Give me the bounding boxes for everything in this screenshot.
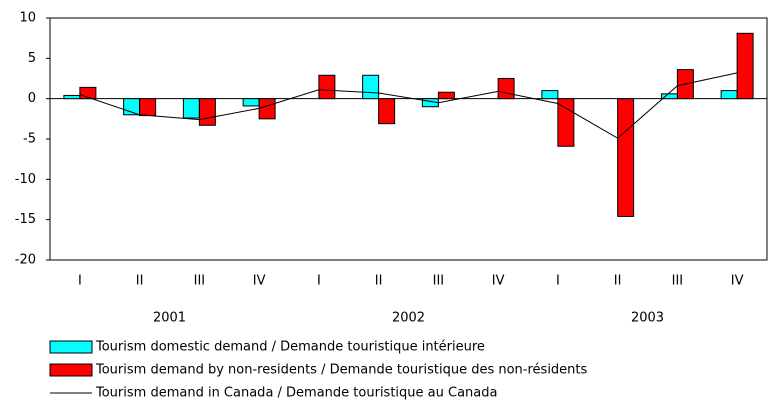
legend-swatch <box>49 340 93 354</box>
legend-label: Tourism demand in Canada / Demande touri… <box>95 386 497 401</box>
bar <box>557 98 575 147</box>
bar <box>242 98 260 107</box>
bar <box>63 94 81 100</box>
x-tick-label: I <box>556 274 560 289</box>
bar <box>378 98 396 125</box>
legend-label: Tourism demand by non-residents / Demand… <box>95 363 588 378</box>
y-tick-label: -10 <box>15 172 36 187</box>
bar <box>258 98 276 120</box>
x-tick-label: III <box>672 274 684 289</box>
x-tick-label: III <box>433 274 445 289</box>
bar <box>617 98 635 217</box>
y-tick-label: -15 <box>15 212 36 227</box>
bar <box>182 98 200 119</box>
bar <box>362 74 380 100</box>
bar <box>318 74 336 100</box>
x-tick-label: II <box>614 274 622 289</box>
y-tick-label: 0 <box>28 91 36 106</box>
bar <box>541 90 559 100</box>
x-tick-label: II <box>136 274 144 289</box>
y-tick-label: -20 <box>15 253 36 268</box>
line <box>79 72 738 139</box>
y-tick-label: 10 <box>19 11 36 26</box>
bar <box>437 91 455 100</box>
x-tick-label: IV <box>253 274 266 289</box>
legend-swatch <box>49 363 93 377</box>
group-label: 2003 <box>631 311 664 326</box>
group-label: 2001 <box>153 311 186 326</box>
bar <box>720 90 738 100</box>
x-tick-label: II <box>375 274 383 289</box>
y-tick-label: 5 <box>28 51 36 66</box>
bar <box>139 98 157 117</box>
x-tick-label: I <box>317 274 321 289</box>
x-tick-label: III <box>194 274 206 289</box>
bar <box>79 86 97 100</box>
x-tick-label: IV <box>492 274 505 289</box>
bar <box>198 98 216 126</box>
legend-label: Tourism domestic demand / Demande touris… <box>95 340 485 355</box>
plot-frame <box>49 17 768 261</box>
y-tick-label: -5 <box>23 132 36 147</box>
group-label: 2002 <box>392 311 425 326</box>
bar <box>736 32 754 100</box>
bar <box>497 78 515 100</box>
x-tick-label: IV <box>731 274 744 289</box>
x-tick-label: I <box>78 274 82 289</box>
